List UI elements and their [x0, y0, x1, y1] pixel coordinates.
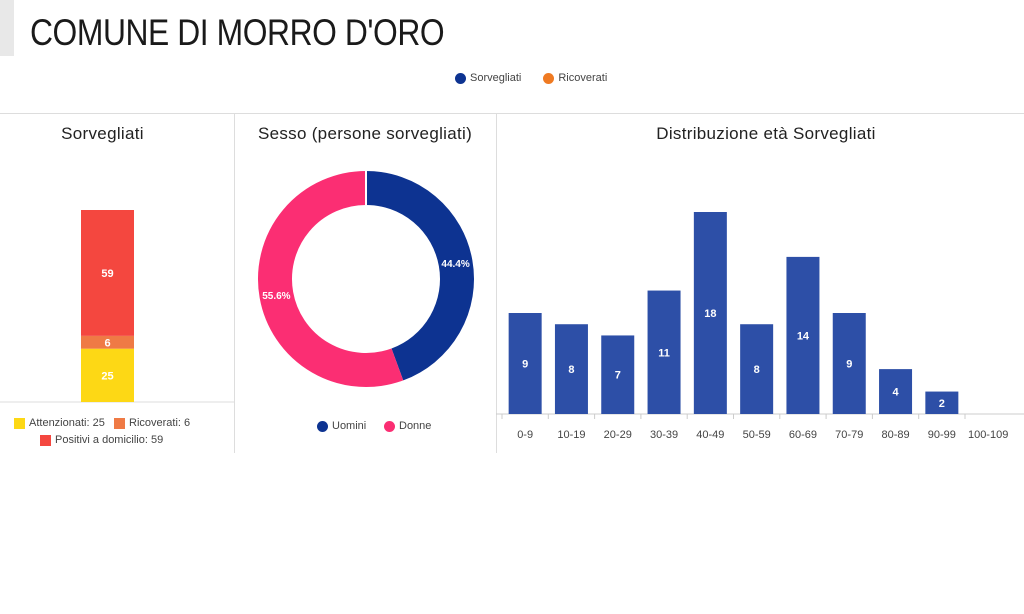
age-bar: [508, 313, 542, 414]
top-legend-item-ricoverati[interactable]: Ricoverati: [543, 72, 607, 84]
age-category-label: 70-79: [835, 429, 863, 441]
legend-label: Positivi a domicilio: 59: [55, 434, 164, 446]
age-value-label: 2: [939, 398, 945, 410]
title-accent-bar: [0, 0, 14, 56]
legend-dot-icon: [384, 420, 395, 432]
legend-swatch: [40, 434, 51, 446]
donut-chart: 44.4% 55.6%: [258, 171, 474, 387]
header-divider: [0, 113, 1024, 114]
stack-segment-2: [81, 210, 134, 336]
age-value-label: 11: [658, 347, 670, 359]
donut-legend-item-donne[interactable]: Donne: [384, 420, 431, 432]
legend-dot-icon: [455, 72, 466, 84]
donut-slice-0: [365, 171, 474, 381]
stack-value-label: 59: [101, 268, 113, 280]
age-category-label: 60-69: [789, 429, 817, 441]
age-value-label: 9: [846, 359, 852, 371]
legend-dot-icon: [317, 420, 328, 432]
top-legend: Sorvegliati Ricoverati: [455, 72, 607, 84]
age-category-label: 10-19: [557, 429, 585, 441]
age-bar: [647, 290, 681, 414]
age-category-label: 20-29: [604, 429, 632, 441]
stack-legend-item-ricoverati[interactable]: Ricoverati: 6: [114, 417, 190, 429]
age-category-label: 30-39: [650, 429, 678, 441]
stacked-bar-chart: 25 6 59: [0, 210, 234, 403]
age-category-label: 90-99: [928, 429, 956, 441]
legend-label: Ricoverati: 6: [129, 417, 191, 429]
top-legend-label: Ricoverati: [558, 72, 608, 84]
stack-legend-item-attenzionati[interactable]: Attenzionati: 25: [14, 417, 105, 429]
stack-segment-0: [81, 348, 134, 402]
top-legend-label: Sorvegliati: [470, 72, 522, 84]
age-bar: [879, 369, 913, 414]
stack-segment-1: [81, 335, 134, 349]
chart-title-sesso: Sesso (persone sorvegliati): [257, 124, 473, 143]
age-value-label: 8: [754, 364, 760, 376]
stack-value-label: 6: [104, 337, 110, 349]
age-bar: [740, 324, 774, 414]
age-value-label: 8: [568, 364, 574, 376]
legend-label: Donne: [399, 420, 432, 432]
age-category-label: 50-59: [743, 429, 771, 441]
legend-label: Attenzionati: 25: [29, 417, 105, 429]
donut-legend-item-uomini[interactable]: Uomini: [317, 420, 366, 432]
donut-value-label: 55.6%: [262, 291, 290, 302]
age-value-label: 4: [892, 387, 899, 399]
age-category-label: 100-109: [968, 429, 1008, 441]
stack-value-label: 25: [101, 370, 113, 382]
age-bar-chart: 9 0-9 8 10-19 7 20-29 11 30-39 18 40-49 8 50-59 14 60…: [496, 212, 1024, 441]
age-bar: [601, 335, 635, 414]
chart-title-distribuzione: Distribuzione età Sorvegliati: [656, 124, 876, 143]
legend-dot-icon: [543, 72, 555, 84]
top-legend-item-sorvegliati[interactable]: Sorvegliati: [455, 72, 521, 84]
age-category-label: 80-89: [881, 429, 909, 441]
chart-title-sorvegliati: Sorvegliati: [61, 124, 144, 143]
age-bar: [693, 212, 727, 414]
age-bar: [554, 324, 588, 414]
donut-value-label: 44.4%: [441, 259, 469, 270]
age-bar: [786, 256, 820, 414]
age-value-label: 7: [615, 370, 621, 382]
legend-swatch: [114, 417, 125, 429]
age-bar: [925, 391, 959, 414]
panel-divider: [234, 113, 235, 453]
stack-legend-item-positivi[interactable]: Positivi a domicilio: 59: [40, 434, 163, 446]
age-value-label: 18: [704, 308, 716, 320]
age-value-label: 9: [522, 359, 528, 371]
panel-divider: [496, 113, 497, 453]
legend-label: Uomini: [332, 420, 367, 432]
legend-swatch: [14, 417, 25, 429]
age-category-label: 40-49: [696, 429, 724, 441]
page-title: COMUNE DI MORRO D'ORO: [30, 12, 445, 53]
age-bar: [832, 313, 866, 414]
donut-slice-1: [258, 171, 404, 387]
age-value-label: 14: [797, 330, 810, 342]
age-category-label: 0-9: [517, 429, 533, 441]
